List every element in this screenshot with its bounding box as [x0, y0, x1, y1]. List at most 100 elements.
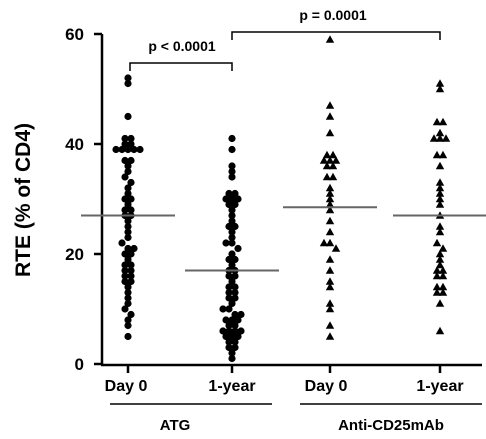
data-point-triangle: [325, 238, 335, 247]
data-point-circle: [228, 228, 236, 236]
data-point-circle: [121, 195, 129, 203]
data-point-triangle: [328, 161, 338, 170]
data-point-circle: [127, 261, 135, 269]
data-point-triangle: [435, 326, 445, 335]
data-point-circle: [127, 310, 135, 319]
data-point-circle: [121, 266, 129, 275]
data-point-triangle: [435, 249, 445, 258]
data-point-triangle: [438, 288, 448, 296]
data-point-triangle: [435, 227, 445, 236]
data-point-triangle: [319, 238, 329, 247]
data-point-triangle: [438, 271, 448, 280]
data-point-triangle: [325, 277, 335, 285]
data-point-circle: [228, 233, 236, 242]
data-point-triangle: [438, 282, 448, 291]
data-point-circle: [124, 162, 132, 170]
data-point-triangle: [432, 266, 442, 274]
data-point-triangle: [322, 150, 332, 159]
significance-brackets: p < 0.0001 p = 0.0001: [129, 7, 441, 71]
data-point-circle: [127, 266, 135, 275]
data-point-circle: [225, 272, 233, 280]
data-point-circle: [228, 349, 236, 357]
data-point-circle: [124, 244, 132, 253]
data-point-circle: [228, 195, 236, 203]
data-point-triangle: [325, 255, 335, 263]
data-point-triangle: [325, 266, 335, 274]
data-point-triangle: [325, 156, 335, 164]
data-point-circle: [121, 156, 129, 165]
data-point-circle: [234, 316, 242, 324]
data-point-circle: [231, 283, 239, 291]
data-point-triangle: [432, 271, 442, 280]
data-point-triangle: [435, 189, 445, 197]
data-point-triangle: [325, 101, 335, 109]
data-point-circle: [127, 156, 135, 165]
data-point-triangle: [322, 172, 332, 181]
data-point-triangle: [325, 205, 335, 214]
y-axis-title: RTE (% of CD4): [12, 123, 35, 277]
y-tick-label: 40: [65, 135, 84, 154]
data-point-triangle: [429, 134, 439, 142]
data-point-circle: [222, 316, 230, 324]
x-axis: Day 0 1-year Day 0 1-year: [101, 363, 482, 395]
data-point-triangle: [325, 282, 335, 291]
y-axis-ticks: 0 20 40 60: [65, 25, 102, 374]
data-point-circle: [124, 316, 132, 324]
data-point-circle: [228, 167, 236, 176]
data-point-circle: [118, 145, 126, 154]
data-point-triangle: [331, 156, 341, 164]
data-point-circle: [219, 305, 227, 313]
pvalue-bracket-cross: [231, 31, 441, 40]
data-point-circle: [124, 288, 132, 297]
data-point-circle: [228, 354, 236, 363]
data-point-circle: [124, 321, 132, 330]
pvalue-bracket-atg: [129, 62, 233, 71]
data-point-circle: [124, 74, 132, 82]
data-point-circle: [121, 134, 129, 143]
data-point-circle: [127, 277, 135, 286]
data-point-circle: [130, 244, 138, 253]
data-point-circle: [124, 299, 132, 308]
data-point-circle: [121, 277, 129, 286]
pvalue-label-atg: p < 0.0001: [148, 38, 216, 54]
data-point-circle: [228, 299, 236, 308]
data-point-circle: [225, 294, 233, 302]
data-point-circle: [237, 327, 245, 335]
data-point-circle: [121, 250, 129, 258]
group-label-atg: ATG: [160, 417, 191, 434]
y-tick-label: 0: [75, 355, 84, 374]
data-point-circle: [231, 222, 239, 231]
data-point-circle: [228, 162, 236, 170]
data-point-circle: [231, 288, 239, 297]
data-point-circle: [237, 310, 245, 319]
data-point-triangle: [325, 321, 335, 329]
data-point-circle: [124, 189, 132, 198]
data-point-triangle: [325, 183, 335, 192]
x-tick-label-1year-atg: 1-year: [208, 378, 255, 395]
data-point-circle: [124, 283, 132, 291]
data-point-circle: [121, 305, 129, 313]
data-point-circle: [127, 206, 135, 214]
data-point-circle: [228, 332, 236, 341]
data-point-triangle: [325, 227, 335, 236]
median-lines: [81, 206, 486, 272]
y-tick-label: 20: [65, 245, 84, 264]
data-point-circle: [124, 184, 132, 192]
data-point-circle: [136, 145, 144, 154]
data-point-triangle: [432, 150, 442, 159]
data-point-circle: [127, 195, 135, 203]
data-point-circle: [228, 173, 236, 181]
data-point-circle: [219, 327, 227, 335]
data-point-triangle: [325, 216, 335, 225]
data-point-circle: [234, 195, 242, 203]
data-point-circle: [231, 189, 239, 198]
data-point-triangle: [435, 260, 445, 269]
data-point-triangle: [325, 35, 335, 43]
data-point-triangle: [435, 194, 445, 203]
x-tick-label-1year-cd25: 1-year: [416, 378, 463, 395]
data-point-triangle: [325, 299, 335, 307]
data-point-circle: [228, 316, 236, 324]
data-point-circle: [124, 200, 132, 209]
data-point-circle: [231, 272, 239, 280]
